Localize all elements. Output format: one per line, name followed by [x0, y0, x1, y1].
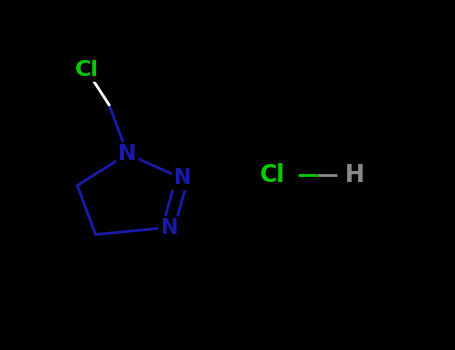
Text: N: N: [173, 168, 191, 189]
Text: Cl: Cl: [75, 60, 98, 80]
Text: N: N: [118, 144, 136, 164]
Text: H: H: [345, 163, 365, 187]
Text: Cl: Cl: [260, 163, 286, 187]
Text: N: N: [160, 217, 177, 238]
